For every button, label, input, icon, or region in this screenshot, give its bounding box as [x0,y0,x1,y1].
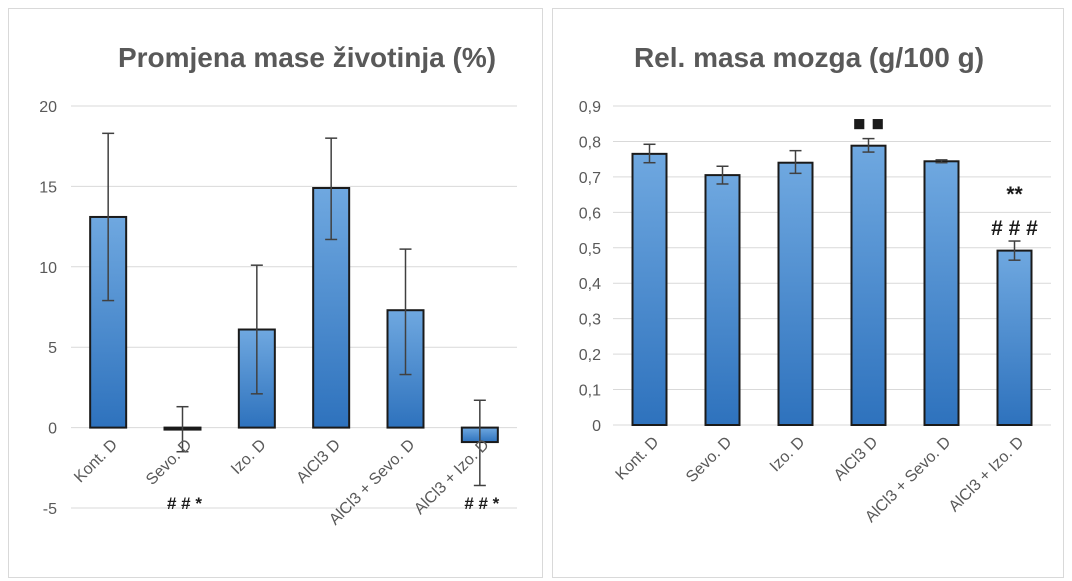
x-category-label: Sevo. D [683,434,735,486]
bar [850,144,887,426]
y-tick-label: 0,9 [579,99,601,116]
x-category-label: AlCl3 + Izo. D [946,434,1028,516]
significance-annotation: # # * [167,494,202,513]
bar [631,152,668,426]
significance-annotation: # # # [991,217,1038,240]
y-tick-label: 0,7 [579,170,601,187]
x-category-label: Kont. D [613,434,663,484]
y-tick-label: 0,3 [579,312,601,329]
x-category-label: Kont. D [71,436,121,486]
significance-annotation: ** [1006,183,1023,206]
bar [704,174,741,426]
y-tick-label: 0 [48,421,57,438]
weight-change-chart: Promjena mase životinja (%) -5 0 5 10 15 20 Kon… [39,42,517,529]
bar [923,160,960,426]
significance-annotation: ■ ■ [853,113,884,136]
x-category-label: Izo. D [228,436,270,478]
y-tick-label: 0,1 [579,383,601,400]
chart-title: Promjena mase životinja (%) [118,42,496,73]
bar [996,249,1033,426]
y-tick-label: 5 [48,340,57,357]
chart-panel-weight-change: Promjena mase životinja (%) -5 0 5 10 15 20 Kon… [8,8,543,578]
y-tick-label: 15 [39,179,57,196]
y-tick-label: -5 [43,501,57,518]
bar [777,161,814,426]
chart-panel-brain-mass: Rel. masa mozga (g/100 g) 0 0,1 0,2 0,3 0,4 0,… [552,8,1064,578]
y-tick-label: 20 [39,99,57,116]
y-tick-label: 0,6 [579,205,601,222]
y-tick-label: 0,8 [579,134,601,151]
y-tick-label: 0,2 [579,347,601,364]
y-tick-label: 0,4 [579,276,601,293]
significance-annotation: # # * [464,494,499,513]
y-tick-label: 0,5 [579,241,601,258]
y-tick-label: 0 [592,418,601,435]
x-category-label: Izo. D [767,434,809,476]
chart-title: Rel. masa mozga (g/100 g) [634,42,984,73]
x-category-label: AlCl3 D [831,434,881,484]
y-tick-label: 10 [39,260,57,277]
x-category-label: AlCl3 D [294,436,344,486]
brain-mass-chart: Rel. masa mozga (g/100 g) 0 0,1 0,2 0,3 0,4 0,… [579,42,1051,526]
x-category-label: Sevo. D [143,436,195,488]
